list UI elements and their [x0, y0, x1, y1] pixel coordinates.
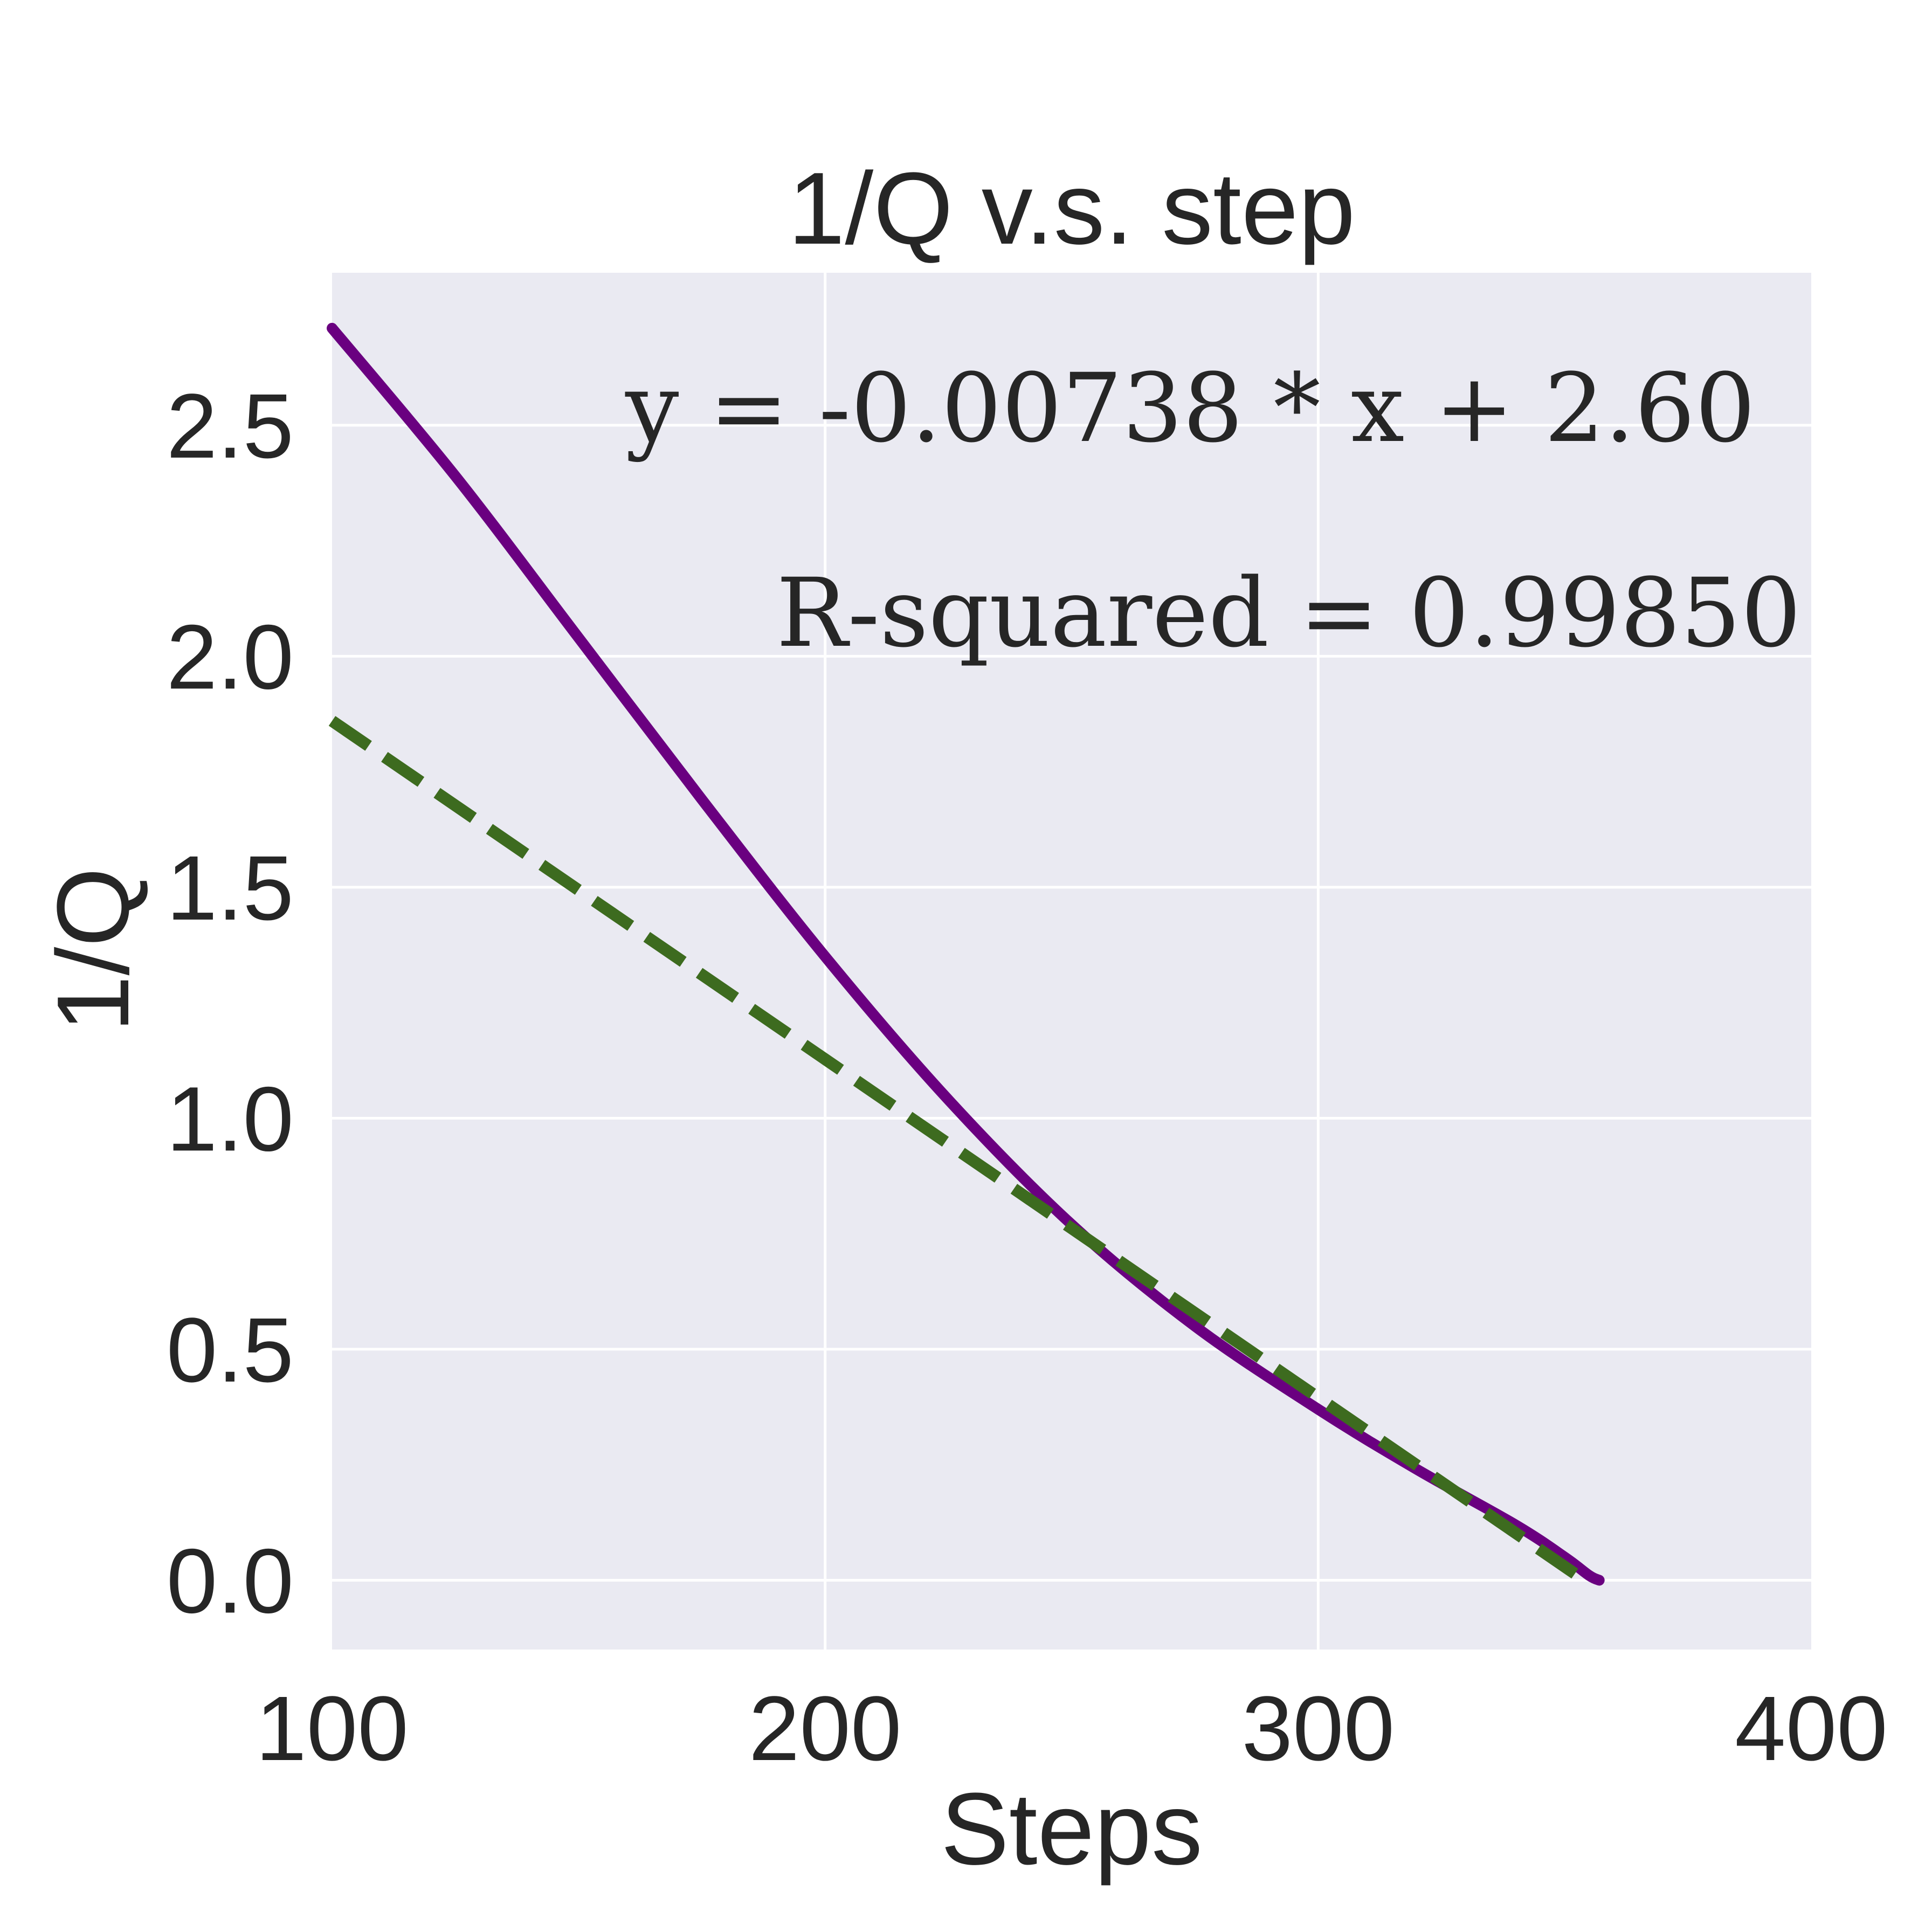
- x-tick-label: 300: [1242, 1678, 1395, 1780]
- y-tick-label: 2.5: [167, 375, 294, 478]
- y-tick-label: 0.0: [167, 1530, 294, 1632]
- x-tick-label: 200: [749, 1678, 902, 1780]
- data-line-series: [327, 322, 1605, 1586]
- y-tick-label: 0.5: [167, 1299, 294, 1402]
- plot-area: [332, 273, 1811, 1650]
- r-squared-annotation: R-squared = 0.99850: [776, 558, 1801, 668]
- y-tick-label: 1.0: [167, 1068, 294, 1170]
- y-tick-label: 1.5: [167, 837, 294, 940]
- chart-title: 1/Q v.s. step: [788, 151, 1355, 266]
- fit-equation-annotation: y = -0.00738 * x + 2.60: [625, 353, 1755, 464]
- x-tick-label: 400: [1735, 1678, 1888, 1780]
- x-tick-labels: 100 200 300 400: [256, 1678, 1888, 1780]
- y-tick-labels: 0.0 0.5 1.0 1.5 2.0 2.5: [167, 375, 294, 1633]
- y-axis-label: 1/Q: [36, 867, 150, 1032]
- x-axis-label: Steps: [941, 1772, 1203, 1886]
- series-layer: [327, 322, 1605, 1586]
- x-tick-label: 100: [256, 1678, 409, 1780]
- y-tick-label: 2.0: [167, 606, 294, 708]
